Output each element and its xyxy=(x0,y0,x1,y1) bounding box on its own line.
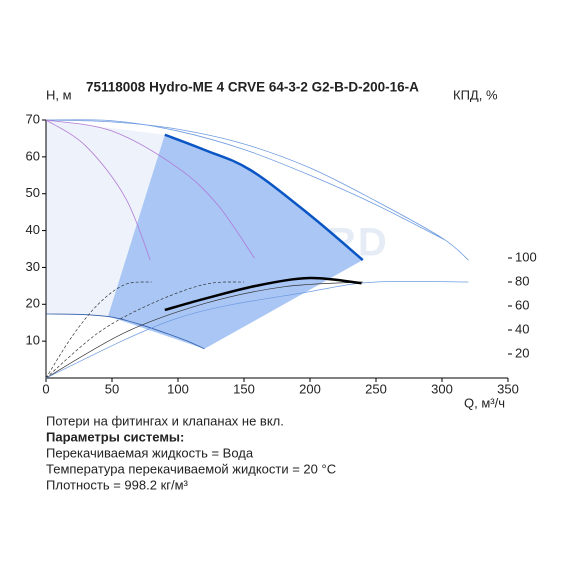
curve xyxy=(45,281,152,379)
curve xyxy=(164,276,362,312)
note: Потери на фитингах и клапанах не вкл. xyxy=(46,413,284,428)
x-tick-label: 350 xyxy=(497,381,519,396)
x-axis-label: Q, м³/ч xyxy=(464,395,505,410)
y-tick-label: 10 xyxy=(26,333,40,348)
y-tick-label: 20 xyxy=(26,296,40,311)
curve xyxy=(45,119,445,241)
note: Температура перекачиваемой жидкости = 20… xyxy=(46,461,336,476)
curve xyxy=(45,119,255,259)
note: Перекачиваемая жидкость = Вода xyxy=(46,445,254,460)
y-tick-label: 50 xyxy=(26,185,40,200)
curve xyxy=(164,133,364,262)
note: Плотность = 998.2 кг/м³ xyxy=(46,477,189,492)
operating-area xyxy=(46,120,165,317)
y2-tick-label: 60 xyxy=(515,297,529,312)
curve xyxy=(45,313,205,350)
note: Параметры системы: xyxy=(46,429,184,444)
y2-tick-label: 40 xyxy=(515,321,529,336)
y-tick-label: 60 xyxy=(26,148,40,163)
x-tick-label: 300 xyxy=(431,381,453,396)
y2-axis-label: КПД, % xyxy=(453,87,498,102)
x-tick-label: 200 xyxy=(299,381,321,396)
y-tick-label: 70 xyxy=(26,111,40,126)
curve xyxy=(45,281,245,379)
curve xyxy=(45,281,363,379)
curve xyxy=(45,280,469,379)
curve xyxy=(45,119,469,261)
curve xyxy=(45,119,151,261)
y2-tick-label: 80 xyxy=(515,273,529,288)
x-tick-label: 100 xyxy=(167,381,189,396)
x-tick-label: 250 xyxy=(365,381,387,396)
x-tick-label: 150 xyxy=(233,381,255,396)
chart-title: 75118008 Hydro-ME 4 CRVE 64-3-2 G2-B-D-2… xyxy=(86,80,419,95)
y-axis-label: H, м xyxy=(46,87,72,102)
y-tick-label: 40 xyxy=(26,222,40,237)
y2-tick-label: 20 xyxy=(515,345,529,360)
x-tick-label: 50 xyxy=(105,381,119,396)
y2-tick-label: 100 xyxy=(515,249,537,264)
y-tick-label: 30 xyxy=(26,259,40,274)
x-tick-label: 0 xyxy=(42,381,49,396)
